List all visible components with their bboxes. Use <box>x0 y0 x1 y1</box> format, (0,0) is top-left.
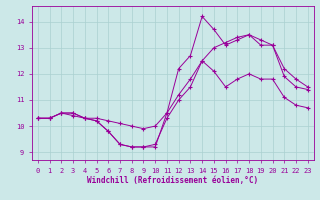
X-axis label: Windchill (Refroidissement éolien,°C): Windchill (Refroidissement éolien,°C) <box>87 176 258 185</box>
